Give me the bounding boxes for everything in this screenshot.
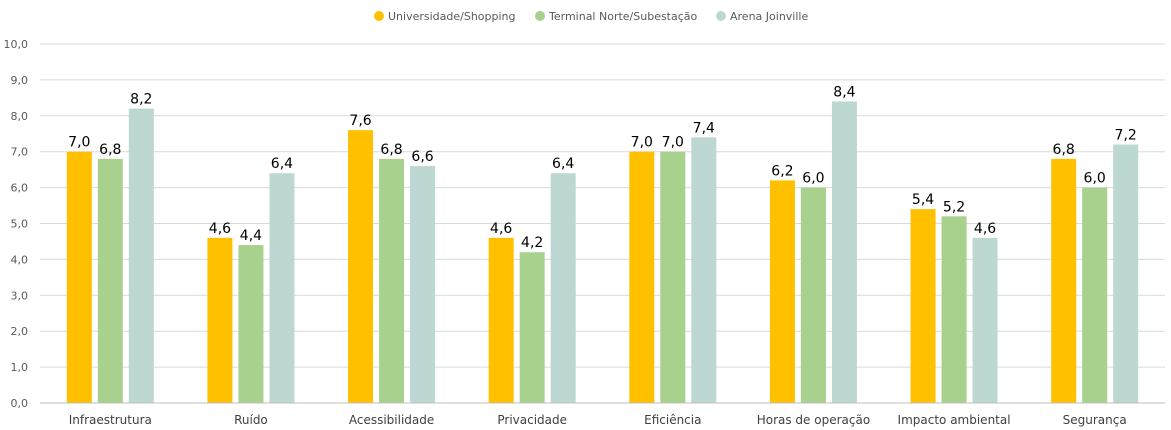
y-tick-label: 2,0	[11, 325, 29, 338]
data-label: 8,2	[130, 92, 152, 108]
data-label: 6,8	[99, 142, 121, 158]
bar	[660, 151, 686, 403]
y-axis: 0,0 1,0 2,0 3,0 4,0 5,0 6,0 7,0 8,0 9,0 10,0	[4, 38, 29, 410]
bar	[769, 180, 795, 403]
bar	[269, 173, 295, 403]
data-label: 4,6	[974, 221, 996, 237]
y-tick-label: 0,0	[11, 397, 29, 410]
y-tick-label: 6,0	[11, 182, 29, 195]
data-label: 4,6	[490, 221, 512, 237]
bars	[66, 101, 1139, 404]
bar	[972, 237, 998, 403]
category-label: Horas de operação	[757, 413, 870, 427]
data-label: 6,0	[1084, 171, 1106, 187]
bar	[910, 209, 936, 403]
bar	[128, 108, 154, 404]
data-label: 6,4	[552, 156, 574, 172]
category-label: Impacto ambiental	[898, 413, 1011, 427]
data-label: 4,6	[209, 221, 231, 237]
data-label: 5,2	[943, 199, 965, 215]
legend-item: Terminal Norte/Subestação	[535, 10, 698, 23]
legend-marker	[374, 11, 384, 21]
y-tick-label: 4,0	[11, 253, 29, 266]
bar	[348, 130, 374, 403]
bar	[97, 158, 123, 403]
x-axis: Infraestrutura Ruído Acessibilidade Privaci…	[40, 402, 1165, 427]
bar	[410, 166, 436, 403]
data-label: 4,2	[521, 235, 543, 251]
category-label: Eficiência	[644, 413, 701, 427]
data-label: 6,0	[802, 171, 824, 187]
bar	[629, 151, 655, 403]
bar	[831, 101, 857, 403]
data-label: 6,6	[411, 149, 433, 165]
bar	[691, 137, 717, 403]
data-label: 4,4	[240, 228, 262, 244]
bar	[1113, 144, 1139, 403]
data-label: 8,4	[833, 84, 855, 100]
bar	[207, 237, 233, 403]
category-label: Segurança	[1063, 413, 1127, 427]
data-label: 7,4	[693, 120, 715, 136]
data-label: 5,4	[912, 192, 934, 208]
y-tick-label: 7,0	[11, 146, 29, 159]
data-label: 6,8	[1053, 142, 1075, 158]
category-label: Acessibilidade	[349, 413, 434, 427]
data-label: 6,8	[380, 142, 402, 158]
bar	[238, 245, 264, 403]
category-label: Ruído	[234, 413, 268, 427]
data-label: 7,0	[631, 135, 653, 151]
bar	[519, 252, 545, 403]
bar	[550, 173, 576, 403]
legend-marker	[716, 11, 726, 21]
y-tick-label: 10,0	[4, 38, 29, 51]
y-tick-label: 9,0	[11, 74, 29, 87]
legend-label: Terminal Norte/Subestação	[548, 10, 698, 23]
category-label: Infraestrutura	[69, 413, 152, 427]
data-labels: 7,0 6,8 8,2 4,6 4,4 6,4 7,6 6,8 6,6 4,6 4,2 6,4 7,0 7…	[68, 84, 1137, 251]
data-label: 7,6	[349, 113, 371, 129]
legend-label: Universidade/Shopping	[388, 10, 516, 23]
bar	[1051, 158, 1077, 403]
legend-item: Arena Joinville	[716, 10, 808, 23]
bar	[66, 151, 92, 403]
y-tick-label: 1,0	[11, 361, 29, 374]
legend: Universidade/Shopping Terminal Norte/Sube…	[374, 10, 808, 23]
y-tick-label: 3,0	[11, 289, 29, 302]
data-label: 6,2	[771, 163, 793, 179]
y-tick-label: 8,0	[11, 110, 29, 123]
legend-label: Arena Joinville	[730, 10, 808, 23]
data-label: 7,0	[662, 135, 684, 151]
data-label: 6,4	[271, 156, 293, 172]
legend-item: Universidade/Shopping	[374, 10, 516, 23]
y-tick-label: 5,0	[11, 218, 29, 231]
data-label: 7,0	[68, 135, 90, 151]
bar	[800, 187, 826, 403]
bar	[379, 158, 405, 403]
bar	[941, 216, 967, 403]
legend-marker	[535, 11, 545, 21]
category-label: Privacidade	[497, 413, 567, 427]
bar	[1082, 187, 1108, 403]
data-label: 7,2	[1115, 128, 1137, 144]
bar	[488, 237, 514, 403]
